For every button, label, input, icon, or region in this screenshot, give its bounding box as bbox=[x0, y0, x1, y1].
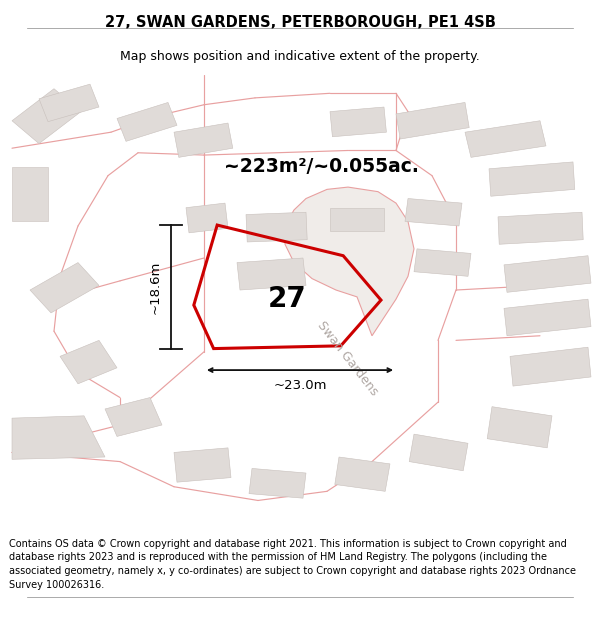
Text: 27: 27 bbox=[268, 285, 306, 313]
Polygon shape bbox=[396, 102, 469, 139]
Polygon shape bbox=[405, 199, 462, 226]
Polygon shape bbox=[510, 348, 591, 386]
Polygon shape bbox=[12, 166, 48, 221]
Polygon shape bbox=[487, 407, 552, 448]
Polygon shape bbox=[249, 469, 306, 498]
Text: ~23.0m: ~23.0m bbox=[273, 379, 327, 392]
Polygon shape bbox=[465, 121, 546, 158]
Polygon shape bbox=[489, 162, 575, 196]
Polygon shape bbox=[186, 203, 228, 233]
Polygon shape bbox=[30, 262, 99, 313]
Polygon shape bbox=[414, 249, 471, 276]
Polygon shape bbox=[12, 89, 81, 144]
Polygon shape bbox=[504, 299, 591, 336]
Polygon shape bbox=[285, 187, 414, 336]
Polygon shape bbox=[174, 123, 233, 158]
Polygon shape bbox=[330, 208, 384, 231]
Polygon shape bbox=[12, 416, 105, 459]
Polygon shape bbox=[237, 258, 306, 290]
Polygon shape bbox=[105, 398, 162, 436]
Text: 27, SWAN GARDENS, PETERBOROUGH, PE1 4SB: 27, SWAN GARDENS, PETERBOROUGH, PE1 4SB bbox=[104, 15, 496, 30]
Polygon shape bbox=[60, 341, 117, 384]
Text: Contains OS data © Crown copyright and database right 2021. This information is : Contains OS data © Crown copyright and d… bbox=[9, 539, 576, 589]
Polygon shape bbox=[39, 84, 99, 122]
Polygon shape bbox=[498, 213, 583, 244]
Polygon shape bbox=[330, 107, 386, 137]
Polygon shape bbox=[335, 457, 390, 491]
Text: ~223m²/~0.055ac.: ~223m²/~0.055ac. bbox=[224, 157, 418, 176]
Polygon shape bbox=[409, 434, 468, 471]
Text: ~18.6m: ~18.6m bbox=[148, 260, 161, 314]
Polygon shape bbox=[246, 213, 307, 242]
Polygon shape bbox=[117, 102, 177, 141]
Text: Map shows position and indicative extent of the property.: Map shows position and indicative extent… bbox=[120, 50, 480, 62]
Polygon shape bbox=[174, 448, 231, 482]
Polygon shape bbox=[504, 256, 591, 292]
Text: Swan Gardens: Swan Gardens bbox=[315, 319, 381, 398]
